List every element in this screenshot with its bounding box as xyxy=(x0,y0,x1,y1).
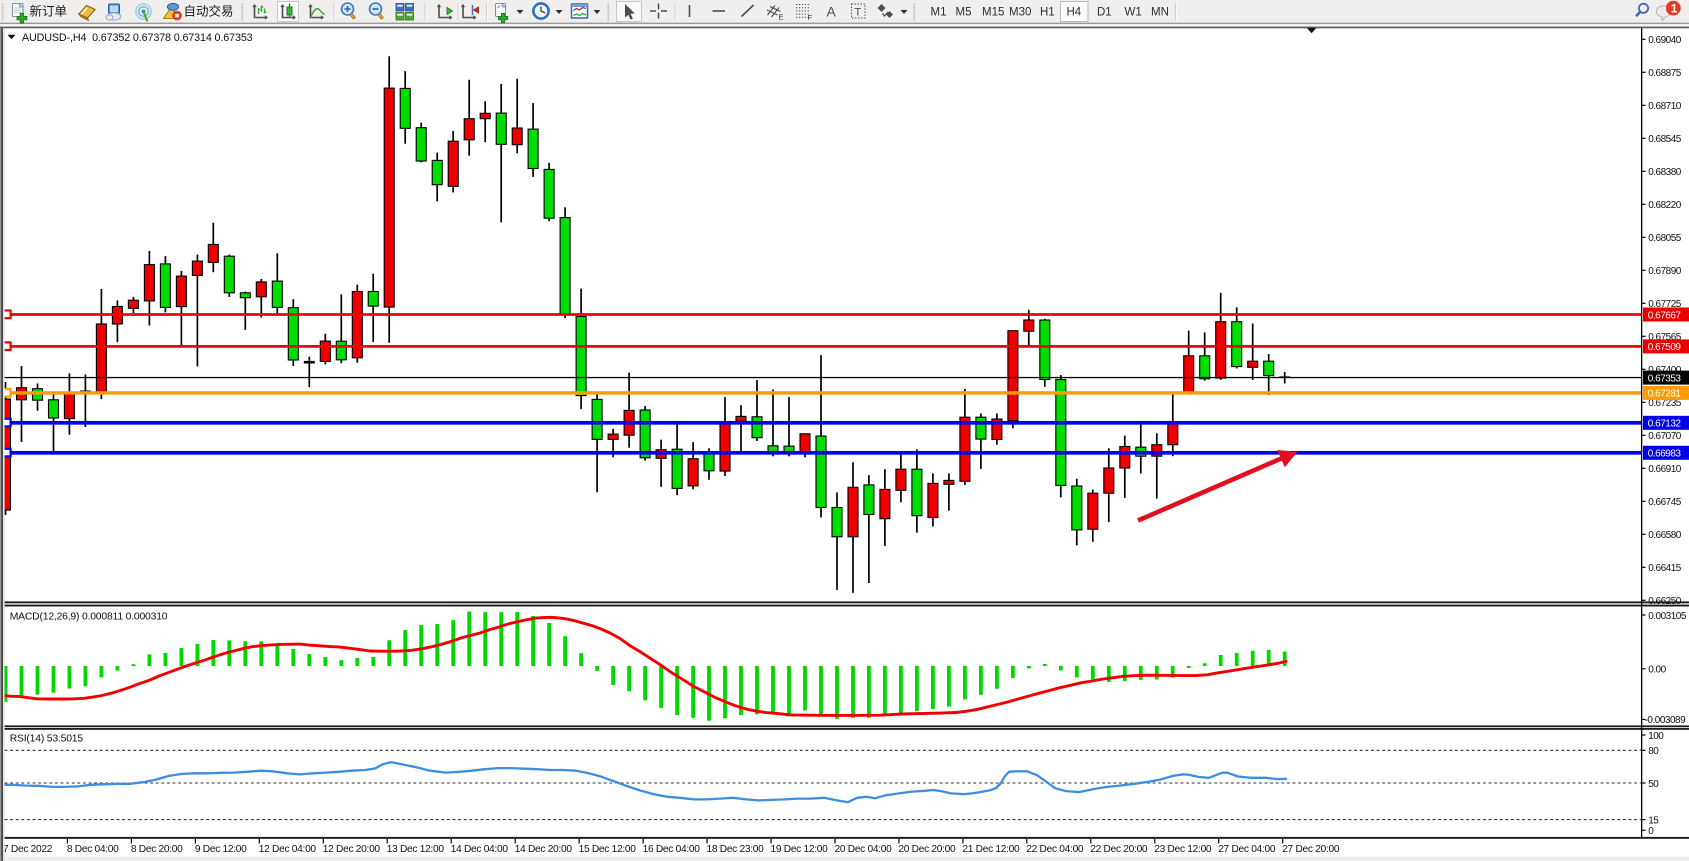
svg-text:22 Dec 20:00: 22 Dec 20:00 xyxy=(1090,844,1148,855)
svg-text:0.66250: 0.66250 xyxy=(1648,596,1682,607)
svg-text:E: E xyxy=(779,13,784,22)
svg-text:22 Dec 04:00: 22 Dec 04:00 xyxy=(1026,844,1084,855)
svg-text:7 Dec 2022: 7 Dec 2022 xyxy=(3,844,53,855)
svg-text:0.68710: 0.68710 xyxy=(1648,101,1682,112)
svg-text:0.67132: 0.67132 xyxy=(1648,419,1682,430)
svg-text:0.68380: 0.68380 xyxy=(1648,167,1682,178)
svg-text:13 Dec 12:00: 13 Dec 12:00 xyxy=(387,844,445,855)
svg-text:12 Dec 04:00: 12 Dec 04:00 xyxy=(259,844,317,855)
svg-text:H1: H1 xyxy=(1040,6,1055,18)
svg-text:A: A xyxy=(827,4,837,20)
svg-text:20 Dec 04:00: 20 Dec 04:00 xyxy=(835,844,893,855)
svg-text:0.67565: 0.67565 xyxy=(1648,332,1682,343)
svg-text:23 Dec 12:00: 23 Dec 12:00 xyxy=(1154,844,1212,855)
svg-text:M15: M15 xyxy=(982,6,1004,18)
svg-text:W1: W1 xyxy=(1125,6,1142,18)
svg-text:D1: D1 xyxy=(1097,6,1112,18)
svg-text:0.67235: 0.67235 xyxy=(1648,398,1682,409)
svg-text:RSI(14) 53.5015: RSI(14) 53.5015 xyxy=(10,734,84,745)
svg-text:20 Dec 20:00: 20 Dec 20:00 xyxy=(898,844,956,855)
svg-text:0.67667: 0.67667 xyxy=(1648,310,1682,321)
svg-text:8 Dec 20:00: 8 Dec 20:00 xyxy=(131,844,183,855)
svg-text:0.67070: 0.67070 xyxy=(1648,431,1682,442)
svg-text:0.66415: 0.66415 xyxy=(1648,563,1682,574)
svg-text:0.67353: 0.67353 xyxy=(1648,373,1682,384)
svg-text:0.69040: 0.69040 xyxy=(1648,35,1682,46)
svg-text:16 Dec 04:00: 16 Dec 04:00 xyxy=(643,844,701,855)
svg-text:M1: M1 xyxy=(931,6,947,18)
svg-text:新订单: 新订单 xyxy=(30,4,68,19)
svg-text:0.00: 0.00 xyxy=(1648,665,1666,676)
svg-text:M5: M5 xyxy=(956,6,972,18)
svg-text:0.68055: 0.68055 xyxy=(1648,233,1682,244)
svg-text:21 Dec 12:00: 21 Dec 12:00 xyxy=(962,844,1020,855)
svg-text:AUDUSD-,H4 0.67352 0.67378 0.: AUDUSD-,H4 0.67352 0.67378 0.67314 0.673… xyxy=(22,32,253,44)
svg-text:14 Dec 04:00: 14 Dec 04:00 xyxy=(451,844,509,855)
svg-text:8 Dec 04:00: 8 Dec 04:00 xyxy=(67,844,119,855)
svg-text:15: 15 xyxy=(1648,815,1659,826)
svg-text:27 Dec 20:00: 27 Dec 20:00 xyxy=(1282,844,1340,855)
svg-text:T: T xyxy=(855,7,862,19)
svg-text:自动交易: 自动交易 xyxy=(184,4,234,19)
svg-text:15 Dec 12:00: 15 Dec 12:00 xyxy=(579,844,637,855)
svg-text:12 Dec 20:00: 12 Dec 20:00 xyxy=(323,844,381,855)
svg-text:1: 1 xyxy=(1671,1,1678,15)
svg-text:M30: M30 xyxy=(1009,6,1031,18)
svg-text:27 Dec 04:00: 27 Dec 04:00 xyxy=(1218,844,1276,855)
svg-text:0.68220: 0.68220 xyxy=(1648,200,1682,211)
svg-text:14 Dec 20:00: 14 Dec 20:00 xyxy=(515,844,573,855)
svg-text:19 Dec 12:00: 19 Dec 12:00 xyxy=(771,844,829,855)
svg-text:F: F xyxy=(808,13,813,22)
svg-text:-0.003089: -0.003089 xyxy=(1645,715,1686,726)
svg-text:0.67890: 0.67890 xyxy=(1648,266,1682,277)
svg-text:0.67281: 0.67281 xyxy=(1648,389,1682,400)
svg-text:0.68875: 0.68875 xyxy=(1648,68,1682,79)
svg-text:80: 80 xyxy=(1648,746,1659,757)
svg-text:0.66910: 0.66910 xyxy=(1648,464,1682,475)
svg-text:100: 100 xyxy=(1648,731,1664,742)
svg-text:0.66745: 0.66745 xyxy=(1648,497,1682,508)
svg-text:0.003105: 0.003105 xyxy=(1648,611,1687,622)
svg-text:0.68545: 0.68545 xyxy=(1648,134,1682,145)
svg-text:H4: H4 xyxy=(1067,6,1082,18)
svg-text:9 Dec 12:00: 9 Dec 12:00 xyxy=(195,844,247,855)
svg-text:0.66580: 0.66580 xyxy=(1648,530,1682,541)
svg-text:0.67725: 0.67725 xyxy=(1648,299,1682,310)
svg-text:50: 50 xyxy=(1648,779,1659,790)
svg-text:0.67509: 0.67509 xyxy=(1648,342,1682,353)
svg-text:0.66983: 0.66983 xyxy=(1648,449,1682,460)
svg-text:MACD(12,26,9) 0.000811 0.00031: MACD(12,26,9) 0.000811 0.000310 xyxy=(10,612,168,623)
svg-text:MN: MN xyxy=(1151,6,1169,18)
svg-text:18 Dec 23:00: 18 Dec 23:00 xyxy=(707,844,765,855)
svg-text:0: 0 xyxy=(1648,826,1654,837)
